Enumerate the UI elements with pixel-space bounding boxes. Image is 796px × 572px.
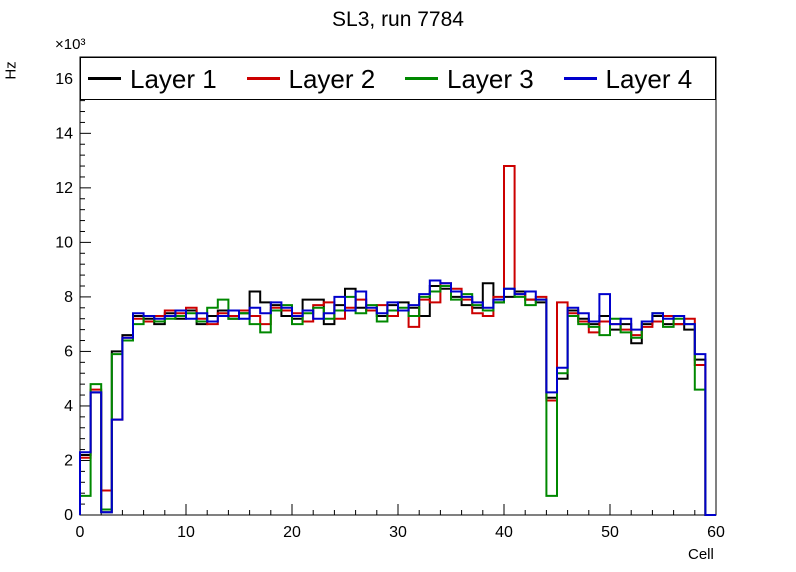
series-layer-2	[79, 165, 716, 516]
x-tick-label: 20	[283, 524, 301, 541]
legend-color-sample	[405, 77, 438, 80]
legend-color-sample	[246, 77, 280, 80]
x-tick-label: 50	[601, 524, 619, 541]
legend-item-label: Layer 2	[288, 63, 376, 94]
x-tick-label: 30	[389, 524, 407, 541]
legend-item: Layer 1	[81, 66, 240, 92]
x-tick-label: 0	[76, 524, 85, 541]
x-axis-label: Cell	[688, 546, 714, 563]
legend-color-sample	[563, 77, 597, 80]
y-tick-label: 4	[64, 398, 73, 415]
y-tick-label: 6	[64, 343, 73, 360]
legend: Layer 1 Layer 2 Layer 3 Layer 4	[80, 57, 716, 100]
y-tick-label: 10	[55, 234, 73, 251]
y-tick-label: 8	[64, 289, 73, 306]
chart-title: SL3, run 7784	[332, 8, 464, 31]
y-tick-label: 2	[64, 452, 73, 469]
x-tick-label: 40	[495, 524, 513, 541]
legend-item: Layer 3	[398, 66, 557, 92]
legend-item: Layer 2	[240, 66, 399, 92]
y-axis-multiplier: ×10³	[55, 36, 86, 53]
legend-item: Layer 4	[557, 66, 716, 92]
legend-item-label: Layer 4	[605, 63, 693, 94]
x-tick-label: 60	[707, 524, 725, 541]
legend-item-label: Layer 1	[130, 63, 217, 94]
x-tick-label: 10	[177, 524, 195, 541]
y-tick-label: 16	[55, 71, 73, 88]
y-tick-label: 12	[55, 180, 73, 197]
legend-color-sample	[88, 77, 121, 80]
y-tick-label: 0	[64, 507, 73, 524]
series-layer-4	[79, 279, 716, 516]
y-tick-label: 14	[55, 125, 73, 142]
legend-item-label: Layer 3	[447, 63, 534, 94]
plot-frame	[79, 56, 717, 516]
